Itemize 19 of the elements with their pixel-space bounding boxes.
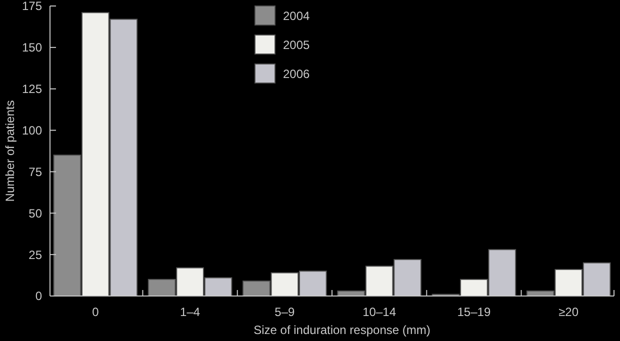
y-tick-label: 75 [28,164,42,179]
x-axis-title: Size of induration response (mm) [254,323,430,337]
legend-label: 2005 [283,38,310,52]
y-tick-label: 0 [35,289,42,304]
y-tick-label: 150 [22,40,42,55]
legend-label: 2004 [283,9,310,24]
x-tick-label: 10–14 [362,305,396,319]
y-tick-label: 175 [22,0,42,14]
y-tick-label: 25 [28,248,42,262]
x-tick-label: 15–19 [457,305,491,319]
x-tick-label: ≥20 [558,305,579,319]
x-tick-label: 5–9 [274,305,296,319]
y-tick-label: 100 [22,123,42,138]
legend-label: 2006 [283,67,310,82]
y-axis-title: Number of patients [3,100,17,202]
y-tick-label: 50 [28,206,42,220]
x-tick-label: 0 [92,305,100,319]
y-tick-label: 125 [22,82,42,96]
x-tick-label: 1–4 [180,305,200,319]
